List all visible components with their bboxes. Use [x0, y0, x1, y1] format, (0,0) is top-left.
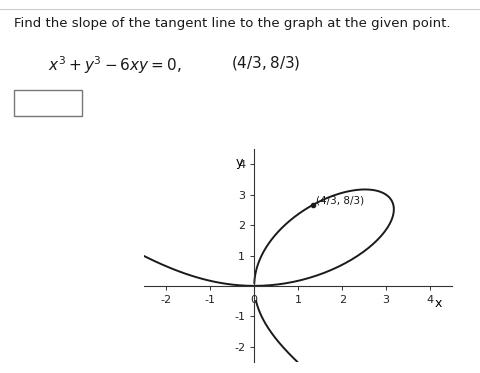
- FancyBboxPatch shape: [14, 90, 82, 116]
- Text: y: y: [235, 156, 243, 169]
- Text: $x^3 + y^3 - 6xy = 0,$: $x^3 + y^3 - 6xy = 0,$: [48, 54, 181, 76]
- Text: (4/3, 8/3): (4/3, 8/3): [315, 195, 363, 206]
- Text: Find the slope of the tangent line to the graph at the given point.: Find the slope of the tangent line to th…: [14, 17, 450, 30]
- Text: Folium of Descartes:: Folium of Descartes:: [182, 149, 324, 163]
- Text: $(4/3, 8/3)$: $(4/3, 8/3)$: [230, 54, 300, 72]
- Text: x: x: [434, 297, 441, 310]
